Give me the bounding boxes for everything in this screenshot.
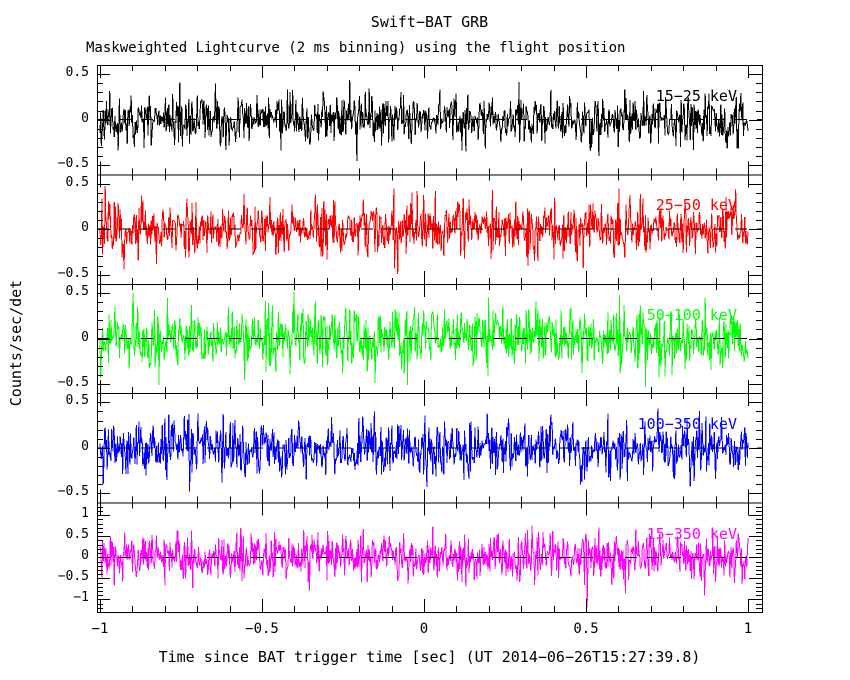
y-tick-label: −0.5 bbox=[57, 375, 89, 391]
y-tick-label: 0.5 bbox=[65, 283, 89, 299]
plot-subtitle: Maskweighted Lightcurve (2 ms binning) u… bbox=[86, 40, 626, 56]
noise-trace-panel-4 bbox=[99, 525, 749, 608]
y-tick-label: −0.5 bbox=[57, 156, 89, 172]
y-tick-label: 1 bbox=[81, 506, 89, 522]
y-tick-label: 0.5 bbox=[65, 393, 89, 409]
y-tick-label: 0.5 bbox=[65, 174, 89, 190]
band-label-15-25-kev: 15−25 keV bbox=[655, 87, 737, 105]
x-axis-label: Time since BAT trigger time [sec] (UT 20… bbox=[158, 648, 701, 666]
noise-trace-panel-1 bbox=[99, 186, 749, 274]
y-tick-label: 0 bbox=[81, 220, 89, 236]
y-tick-label: 0.5 bbox=[65, 527, 89, 543]
x-tick-label: 1 bbox=[743, 621, 753, 637]
plot-title: Swift−BAT GRB bbox=[370, 13, 489, 31]
y-tick-label: 0 bbox=[81, 110, 89, 126]
y-tick-label: −0.5 bbox=[57, 484, 89, 500]
y-tick-label: 0 bbox=[81, 329, 89, 345]
x-tick-label: −1 bbox=[91, 621, 109, 637]
y-tick-label: −1 bbox=[73, 590, 89, 606]
x-tick-label: −0.5 bbox=[245, 621, 279, 637]
band-label-100-350-kev: 100−350 keV bbox=[637, 415, 737, 434]
y-tick-label: 0 bbox=[81, 438, 89, 454]
x-tick-label: 0 bbox=[419, 621, 429, 637]
y-tick-label: 0.5 bbox=[65, 65, 89, 81]
band-label-25-50-kev: 25−50 keV bbox=[655, 196, 737, 215]
y-tick-label: 0 bbox=[81, 548, 89, 564]
noise-trace-panel-3 bbox=[99, 408, 749, 492]
noise-trace-panel-2 bbox=[99, 291, 749, 388]
band-label-50-100-kev: 50−100 keV bbox=[646, 305, 737, 324]
y-tick-label: −0.5 bbox=[57, 569, 89, 585]
x-tick-label: 0.5 bbox=[573, 621, 599, 637]
noise-trace-panel-0 bbox=[99, 80, 749, 161]
y-axis-label: Counts/sec/det bbox=[7, 279, 25, 407]
y-tick-label: −0.5 bbox=[57, 265, 89, 281]
band-label-15-350-kev: 15−350 keV bbox=[646, 524, 737, 543]
